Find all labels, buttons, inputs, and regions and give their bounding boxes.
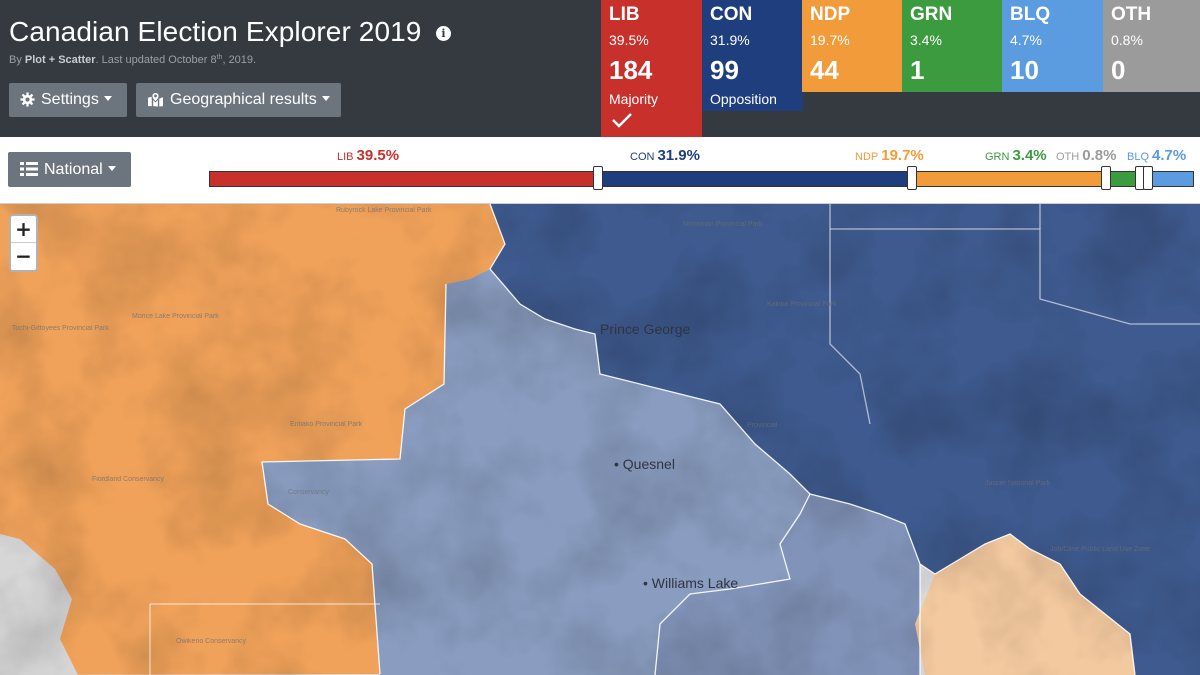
vote-share-slider-handle[interactable] — [593, 166, 604, 190]
region-select-label: National — [44, 161, 103, 178]
party-abbr: GRN — [910, 4, 953, 25]
vote-label-oth: OTH 0.8% — [1056, 147, 1116, 164]
caret-down-icon — [103, 96, 112, 101]
vote-label-party: LIB — [337, 151, 354, 163]
party-vote-share: 39.5% — [609, 32, 649, 48]
park-label: Job/Cline Public Land Use Zone — [1050, 546, 1151, 553]
party-abbr: NDP — [810, 4, 851, 25]
byline-prefix: By — [9, 54, 25, 66]
caret-down-icon — [107, 166, 116, 171]
party-vote-share: 31.9% — [710, 32, 750, 48]
vote-share-slider-handle[interactable] — [907, 166, 918, 190]
city-label-text: Williams Lake — [651, 575, 739, 591]
party-seat-count: 99 — [710, 55, 739, 85]
park-label: Rubyrock Lake Provincial Park — [336, 207, 432, 214]
party-seat-count: 0 — [1111, 55, 1126, 85]
zoom-out-button[interactable]: − — [15, 244, 32, 268]
vote-label-value: 19.7% — [881, 147, 924, 164]
settings-button[interactable]: Settings — [9, 83, 127, 117]
city-label: Prince George — [600, 321, 691, 337]
zoom-in-button[interactable]: + — [11, 216, 36, 243]
park-label: Kakwa Provincial Park — [767, 301, 837, 308]
party-abbr: LIB — [609, 4, 640, 25]
party-tile-con[interactable]: CON 31.9% 99 Opposition — [702, 0, 803, 111]
party-tile-oth[interactable]: OTH 0.8% 0 — [1103, 0, 1200, 92]
vote-label-ndp: NDP 19.7% — [855, 147, 924, 164]
vote-share-segment-ndp — [912, 171, 1107, 187]
vote-label-party: OTH — [1056, 151, 1080, 163]
city-label: • Quesnel — [614, 456, 675, 472]
party-seat-count: 184 — [609, 55, 653, 85]
vote-label-party: BLQ — [1127, 151, 1150, 163]
vote-share-slider-handle[interactable] — [1101, 166, 1112, 190]
park-label: Tochi-Gittoyees Provincial Park — [12, 325, 109, 332]
vote-label-value: 0.8% — [1082, 147, 1117, 164]
vote-label-value: 31.9% — [657, 147, 700, 164]
party-tile-blq[interactable]: BLQ 4.7% 10 — [1002, 0, 1103, 92]
byline-updated: . Last updated October 8 — [95, 54, 217, 66]
vote-share-toolbar: National LIB 39.5% CON 31.9% NDP 19.7% GRN 3… — [0, 137, 1200, 204]
city-label-text: Quesnel — [622, 456, 675, 472]
party-vote-share: 4.7% — [1010, 32, 1042, 48]
region-select-button[interactable]: National — [8, 152, 131, 187]
zoom-control: + − — [9, 214, 38, 272]
geographical-results-button[interactable]: Geographical results — [136, 83, 341, 117]
party-abbr: CON — [710, 4, 753, 25]
gear-icon — [20, 92, 35, 107]
vote-label-party: CON — [630, 151, 655, 163]
vote-label-value: 39.5% — [356, 147, 400, 164]
list-icon — [20, 162, 38, 176]
party-seat-count: 10 — [1010, 55, 1039, 85]
party-abbr: BLQ — [1010, 4, 1051, 25]
byline: By Plot + Scatter. Last updated October … — [9, 54, 256, 66]
vote-share-segment-blq — [1147, 171, 1194, 187]
byline-author-link[interactable]: Plot + Scatter — [24, 54, 96, 66]
vote-label-con: CON 31.9% — [630, 147, 700, 164]
vote-share-segment-con — [598, 171, 913, 187]
party-status: Majority — [609, 91, 659, 107]
party-status: Opposition — [710, 91, 777, 107]
info-icon[interactable]: i — [436, 26, 451, 41]
party-seat-count: 1 — [910, 55, 925, 85]
park-label: Owikeno Conservancy — [176, 638, 247, 645]
park-label: Conservancy — [288, 489, 329, 496]
vote-label-party: GRN — [985, 151, 1010, 163]
vote-share-segment-lib — [209, 171, 599, 187]
app-title: Canadian Election Explorer 2019 — [9, 16, 422, 47]
party-tile-lib[interactable]: LIB 39.5% 184 Majority — [601, 0, 702, 137]
party-seat-count: 44 — [810, 55, 839, 85]
park-label: Jasper National Park — [985, 480, 1050, 487]
map-marker-icon — [148, 91, 163, 107]
party-abbr: OTH — [1111, 4, 1152, 25]
riding-borders — [149, 204, 1200, 675]
caret-down-icon — [321, 96, 330, 101]
vote-label-value: 3.4% — [1012, 147, 1047, 164]
park-label: Entiako Provincial Park — [290, 421, 362, 428]
terrain-shading — [0, 204, 1200, 675]
party-vote-share: 19.7% — [810, 32, 850, 48]
byline-year: , 2019. — [222, 54, 257, 66]
park-label: Morice Lake Provincial Park — [132, 313, 219, 320]
byline-sup: th — [216, 54, 223, 61]
party-vote-share: 3.4% — [910, 32, 942, 48]
vote-label-party: NDP — [855, 151, 879, 163]
party-vote-share: 0.8% — [1111, 32, 1143, 48]
app-header: Canadian Election Explorer 2019 i By Plo… — [0, 0, 1200, 137]
riding-map-svg[interactable] — [0, 204, 1200, 675]
vote-label-lib: LIB 39.5% — [337, 147, 399, 164]
settings-label: Settings — [41, 91, 99, 108]
park-label: Provincial — [747, 422, 778, 429]
park-label: Monkman Provincial Park — [683, 221, 763, 228]
vote-label-blq: BLQ 4.7% — [1127, 147, 1186, 164]
vote-share-slider-handle[interactable] — [1142, 166, 1153, 190]
results-map[interactable]: Rubyrock Lake Provincial Park Morice Lak… — [0, 204, 1200, 675]
park-label: Fiordland Conservancy — [92, 476, 164, 483]
checkmark-icon — [612, 113, 632, 128]
party-tile-ndp[interactable]: NDP 19.7% 44 — [802, 0, 903, 92]
vote-label-value: 4.7% — [1152, 147, 1187, 164]
vote-label-grn: GRN 3.4% — [985, 147, 1047, 164]
party-tile-grn[interactable]: GRN 3.4% 1 — [902, 0, 1003, 92]
city-label: • Williams Lake — [643, 575, 739, 591]
geographical-results-label: Geographical results — [170, 91, 317, 108]
